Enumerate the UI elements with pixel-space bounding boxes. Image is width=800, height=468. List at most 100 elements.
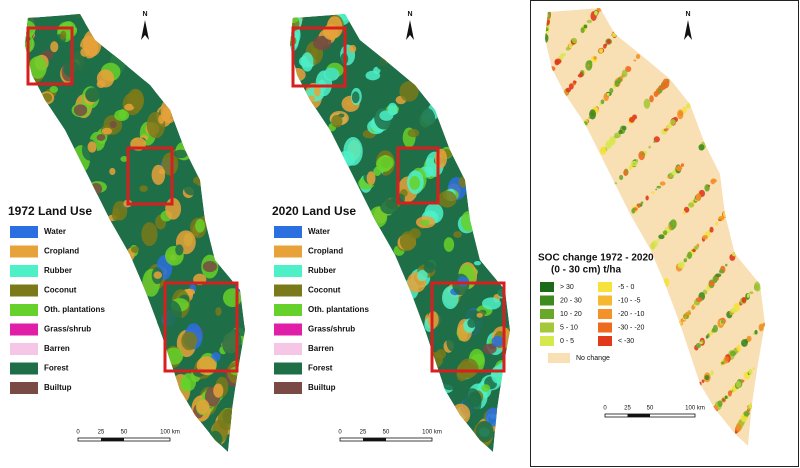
land-patch xyxy=(649,95,654,103)
land-patch xyxy=(600,99,605,105)
land-patch xyxy=(96,134,106,141)
land-patch xyxy=(457,276,470,287)
land-patch xyxy=(453,231,462,238)
legend-swatch xyxy=(10,245,38,258)
land-patch xyxy=(60,30,67,40)
land-patch xyxy=(671,170,677,176)
land-patch xyxy=(586,19,593,24)
land-patch xyxy=(583,24,588,29)
land-patch xyxy=(609,136,616,146)
scale-label: 25 xyxy=(624,406,631,412)
legend-label: Barren xyxy=(308,344,334,353)
land-patch xyxy=(722,398,725,402)
land-patch xyxy=(746,337,751,341)
land-patch xyxy=(96,69,115,88)
land-patch xyxy=(153,271,162,279)
land-patch xyxy=(49,85,59,93)
land-patch xyxy=(482,343,497,354)
land-patch xyxy=(611,32,617,37)
land-patch xyxy=(599,146,607,155)
land-patch xyxy=(687,206,691,208)
legend-swatch xyxy=(274,304,302,316)
land-patch xyxy=(120,155,128,162)
land-patch xyxy=(754,281,762,292)
land-patch xyxy=(124,103,135,111)
land-patch xyxy=(662,78,670,89)
land-patch xyxy=(741,297,747,303)
overlay: N 0 25 50 100 km 1972 Land Use Water Cropland Ru… xyxy=(8,11,705,442)
legend-swatch xyxy=(540,295,554,306)
north-arrow xyxy=(684,20,692,40)
land-patch xyxy=(141,222,158,247)
land-patch xyxy=(711,178,716,185)
land-patch xyxy=(476,312,483,318)
land-patch xyxy=(709,226,714,233)
land-patch xyxy=(208,430,223,448)
land-patch xyxy=(682,210,686,215)
land-patch xyxy=(111,208,120,221)
land-patch xyxy=(679,321,682,326)
land-patch xyxy=(312,35,332,51)
legend-swatch xyxy=(598,282,612,292)
legend-label: 10 - 20 xyxy=(560,311,582,318)
legend-label: -30 - -20 xyxy=(618,324,645,331)
land-patch xyxy=(73,104,88,117)
land-patch xyxy=(109,120,117,129)
land-patch xyxy=(640,201,644,205)
land-patch xyxy=(475,421,494,443)
legend-label: Cropland xyxy=(44,247,79,256)
scale-label: 25 xyxy=(98,430,105,436)
legend-title: SOC change 1972 - 2020 xyxy=(538,253,654,264)
land-patch xyxy=(568,43,572,49)
land-patch xyxy=(701,379,705,383)
land-patch xyxy=(710,370,714,376)
maps xyxy=(25,8,765,452)
land-patch xyxy=(349,44,357,53)
land-patch xyxy=(546,14,549,17)
land-patch xyxy=(307,95,316,102)
land-patch xyxy=(648,145,651,149)
land-patch xyxy=(366,171,376,186)
panel-border xyxy=(530,0,799,467)
legend-label: -10 - -5 xyxy=(618,297,641,304)
land-patch xyxy=(623,169,628,176)
land-patch xyxy=(609,87,614,94)
legend-swatch xyxy=(10,265,38,277)
land-patch xyxy=(109,167,116,176)
land-patch xyxy=(702,234,708,240)
legend-swatch xyxy=(540,309,554,319)
land-patch xyxy=(565,47,570,51)
land-patch xyxy=(659,181,666,186)
land-patch xyxy=(604,43,608,47)
land-patch xyxy=(380,199,399,215)
land-patch xyxy=(593,56,597,60)
land-patch xyxy=(158,114,165,125)
land-patch xyxy=(746,293,750,298)
land-patch xyxy=(704,375,710,381)
legend-label: Barren xyxy=(44,344,70,353)
land-patch xyxy=(643,98,651,109)
land-patch xyxy=(565,87,571,93)
land-patch xyxy=(336,150,356,167)
land-patch xyxy=(682,106,687,114)
land-patch xyxy=(698,381,702,387)
legend-title: (0 - 30 cm) t/ha xyxy=(551,265,621,276)
land-patch xyxy=(313,85,321,97)
land-patch xyxy=(695,342,702,349)
land-patch xyxy=(653,136,660,143)
land-patch xyxy=(683,206,690,213)
land-patch xyxy=(735,381,742,388)
legend-label: Oth. plantations xyxy=(308,305,369,314)
land-patch xyxy=(720,319,724,324)
land-patch xyxy=(637,203,641,208)
land-patch xyxy=(85,87,101,103)
legend-swatch xyxy=(10,362,38,375)
legend-label: 5 - 10 xyxy=(560,324,578,331)
land-patch xyxy=(554,59,560,66)
land-patch xyxy=(662,230,668,236)
legend-swatch xyxy=(548,353,570,363)
legend-swatch xyxy=(274,323,302,336)
legend-label: Grass/shrub xyxy=(308,325,355,334)
land-patch xyxy=(481,297,501,310)
